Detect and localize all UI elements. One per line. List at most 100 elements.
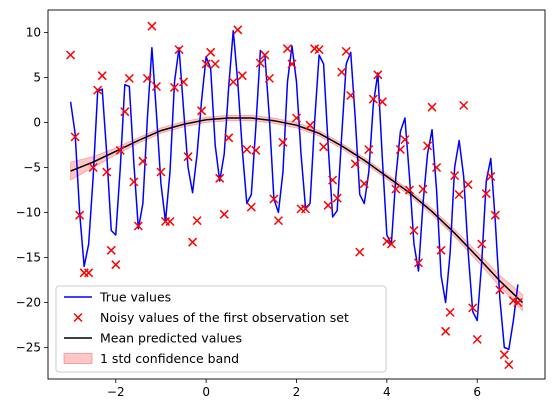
noisy-point [273, 216, 283, 226]
noisy-point [382, 236, 392, 246]
noisy-point [495, 285, 505, 295]
noisy-point [242, 144, 252, 155]
noisy-point [409, 225, 419, 236]
noisy-point [169, 82, 180, 92]
noisy-point [156, 167, 166, 177]
y-tick-label: 10 [26, 26, 41, 40]
noisy-point [66, 50, 76, 60]
noisy-point [472, 334, 482, 344]
legend-item-band: 1 std confidence band [63, 351, 239, 366]
noisy-point [278, 137, 288, 147]
x-tick-label: 6 [473, 385, 481, 399]
y-tick-label: −10 [16, 206, 41, 220]
y-tick-label: −15 [16, 251, 41, 265]
noisy-point [486, 171, 496, 182]
noisy-point [436, 245, 446, 255]
noisy-point [441, 326, 451, 336]
legend-label: Noisy values of the first observation se… [100, 310, 349, 325]
true-values-line [69, 29, 519, 351]
x-axis: −2 0 2 4 6 [107, 379, 481, 399]
noisy-point [183, 152, 193, 162]
noisy-point [305, 120, 315, 130]
noisy-point [201, 59, 211, 69]
noisy-point [395, 144, 405, 155]
noisy-point [197, 106, 207, 116]
legend-label: 1 std confidence band [100, 351, 239, 366]
legend-item-true: True values [64, 290, 171, 305]
noisy-point [251, 145, 261, 155]
x-tick-label: 2 [293, 385, 301, 399]
noisy-point [323, 200, 333, 210]
noisy-point [291, 113, 302, 123]
noisy-point [215, 173, 225, 183]
noisy-point [481, 189, 491, 199]
y-tick-label: −20 [16, 296, 41, 310]
noisy-point [174, 45, 184, 55]
noisy-point [133, 221, 143, 231]
noisy-point [142, 73, 152, 83]
noisy-point [319, 142, 329, 152]
y-tick-label: −5 [23, 161, 41, 175]
noisy-point [111, 260, 121, 270]
noisy-point [70, 132, 80, 142]
legend-box [55, 285, 387, 373]
noisy-point [147, 21, 157, 31]
confidence-band [70, 114, 523, 312]
confidence-band-layer [70, 114, 523, 312]
noisy-point [368, 94, 378, 104]
noisy-point [282, 44, 292, 54]
noisy-point [260, 50, 270, 60]
noisy-point [228, 77, 238, 87]
x-tick-label: 4 [383, 385, 391, 399]
noisy-point [233, 25, 243, 35]
noisy-point [328, 175, 338, 185]
noisy-point [314, 45, 324, 55]
noisy-point [120, 107, 130, 117]
y-axis: −25 −20 −15 −10 −5 0 5 10 [16, 26, 48, 355]
noisy-point [84, 268, 94, 278]
noisy-point [88, 162, 98, 173]
noisy-point [255, 58, 265, 68]
noisy-point [332, 193, 342, 203]
noisy-point [219, 209, 229, 219]
noisy-point [499, 350, 509, 360]
y-tick-label: 0 [33, 116, 41, 130]
legend-item-mean: Mean predicted values [64, 331, 242, 346]
noisy-point [264, 73, 274, 83]
mean-predicted-layer [70, 117, 523, 304]
noisy-point [269, 194, 279, 204]
noisy-point [350, 159, 360, 169]
noisy-point [364, 144, 374, 155]
noisy-point [341, 46, 351, 56]
noisy-point [151, 81, 161, 92]
noisy-point [404, 185, 414, 195]
noisy-point [138, 156, 148, 166]
legend-label: Mean predicted values [100, 331, 242, 346]
noisy-point [102, 167, 112, 177]
noisy-point [463, 180, 473, 190]
noisy-point [459, 100, 469, 110]
noisy-point [391, 184, 401, 194]
legend-item-noisy: Noisy values of the first observation se… [73, 310, 349, 325]
legend-label: True values [99, 290, 171, 305]
noisy-point [210, 59, 220, 69]
noisy-point [106, 245, 116, 255]
noisy-point [504, 360, 514, 370]
noisy-point [301, 204, 311, 214]
noisy-point [427, 102, 437, 112]
noisy-point [124, 73, 134, 83]
noisy-point [179, 77, 189, 87]
noisy-point [377, 97, 387, 107]
noisy-point [337, 67, 347, 77]
noisy-point [206, 47, 216, 57]
mean-predicted-line [70, 117, 523, 304]
noisy-point [422, 141, 433, 151]
true-values-layer [69, 29, 519, 351]
noisy-point [359, 179, 369, 189]
noisy-point [346, 90, 356, 101]
noisy-point [413, 258, 424, 268]
noisy-point [296, 204, 306, 214]
noisy-point [115, 145, 125, 155]
legend-swatch [63, 353, 93, 364]
